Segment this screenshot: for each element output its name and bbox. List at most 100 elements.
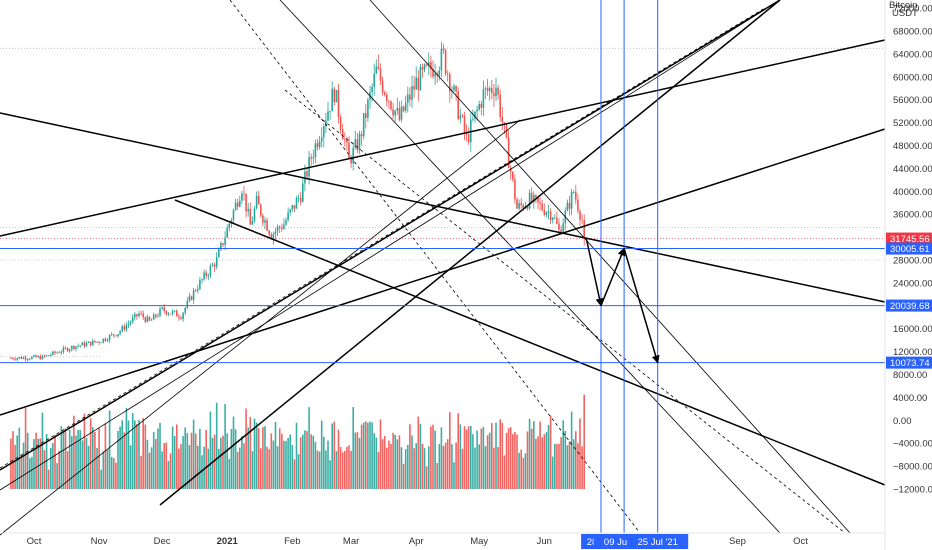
candle-body <box>180 317 182 319</box>
volume-bar <box>472 434 474 489</box>
volume-bar <box>218 448 220 489</box>
candle-body <box>497 87 499 95</box>
candle-body <box>341 129 344 140</box>
volume-bar <box>155 439 157 489</box>
volume-bar <box>73 415 75 489</box>
volume-bar <box>249 416 252 489</box>
y-tick-label: 12000.00 <box>893 347 932 358</box>
volume-bar <box>522 457 525 489</box>
volume-bar <box>131 413 134 489</box>
candle-body <box>81 342 84 346</box>
y-tick-label: 56000.00 <box>893 95 932 106</box>
axis-tags: 31745.5605:3930005.6120039.6810073.7428 … <box>581 232 932 549</box>
candle-body <box>167 313 170 315</box>
candle-body <box>152 314 155 320</box>
volume-bar <box>514 431 516 489</box>
candle-body <box>352 147 354 164</box>
x-tick-label: Oct <box>793 536 808 547</box>
candle-body <box>211 264 214 267</box>
volume-bar <box>190 432 193 489</box>
candle-body <box>35 355 37 358</box>
candle-body <box>375 66 378 74</box>
candle-body <box>186 300 189 308</box>
volume-bar <box>85 437 88 489</box>
volume-bar <box>182 436 184 489</box>
candle-body <box>113 334 115 336</box>
candle-body <box>58 352 60 354</box>
candle-body <box>188 296 191 301</box>
volume-bar <box>533 421 535 489</box>
volume-bar <box>22 442 25 489</box>
volume-bar <box>94 432 96 489</box>
candle-body <box>226 227 228 238</box>
volume-bar <box>35 432 37 489</box>
candle-body <box>222 243 224 245</box>
volume-bar <box>192 419 195 489</box>
volume-bar <box>144 424 147 489</box>
volume-bar <box>417 416 420 489</box>
candle-body <box>89 341 92 346</box>
volume-bar <box>24 407 27 489</box>
volume-bar <box>184 427 186 489</box>
price-tag-value: 10073.74 <box>890 358 930 369</box>
volume-bar <box>541 437 543 489</box>
candle-body <box>383 92 386 95</box>
volume-bar <box>293 459 296 489</box>
volume-bar <box>486 435 489 489</box>
candle-body <box>159 308 161 316</box>
volume-bar <box>266 446 268 489</box>
volume-bar <box>350 450 352 489</box>
candle-body <box>549 211 552 221</box>
volume-bar <box>188 445 191 489</box>
volume-bar <box>520 449 522 489</box>
candle-body <box>121 326 123 332</box>
projection-arrows[interactable] <box>585 238 660 364</box>
volume-bar <box>239 447 241 489</box>
candle-body <box>463 115 466 133</box>
volume-bar <box>96 447 98 489</box>
candle-body <box>64 347 67 349</box>
candle-body <box>71 345 73 350</box>
candle-body <box>285 220 287 225</box>
volume-bar <box>484 446 487 489</box>
candle-body <box>434 73 436 77</box>
volume-bar <box>327 440 329 489</box>
candle-body <box>518 203 520 209</box>
candle-body <box>29 358 31 360</box>
candle-body <box>131 317 134 322</box>
candle-body <box>176 310 178 317</box>
volume-bar <box>474 447 476 489</box>
volume-bar <box>102 451 105 489</box>
y-tick-label: −12000.00 <box>893 485 932 496</box>
trend-line <box>284 89 846 534</box>
projection-arrow <box>600 247 626 306</box>
candle-body <box>509 167 512 172</box>
trend-lines[interactable] <box>0 0 886 536</box>
volume-bar <box>64 428 67 489</box>
volume-bar <box>306 430 308 489</box>
volume-bar <box>62 431 65 489</box>
candle-body <box>201 279 203 281</box>
x-tick-label: Sep <box>729 536 746 547</box>
candle-body <box>289 209 291 213</box>
volume-bar <box>449 412 451 489</box>
volume-bar <box>314 441 317 489</box>
volume-bar <box>304 430 306 489</box>
volume-bar <box>446 439 449 489</box>
volume-bar <box>507 428 510 489</box>
candle-body <box>41 355 44 360</box>
candle-body <box>22 357 25 359</box>
candle-body <box>459 115 462 119</box>
volume-bar <box>459 424 462 489</box>
candle-body <box>272 233 275 240</box>
volume-bar <box>117 431 119 489</box>
volume-bar <box>276 446 279 489</box>
candle-body <box>360 133 363 137</box>
volume-bar <box>444 442 447 489</box>
volume-bar <box>480 428 483 489</box>
horizontal-levels[interactable] <box>0 0 885 533</box>
volume-bar <box>419 423 422 489</box>
volume-bar <box>203 446 205 489</box>
volume-bar <box>274 422 277 489</box>
